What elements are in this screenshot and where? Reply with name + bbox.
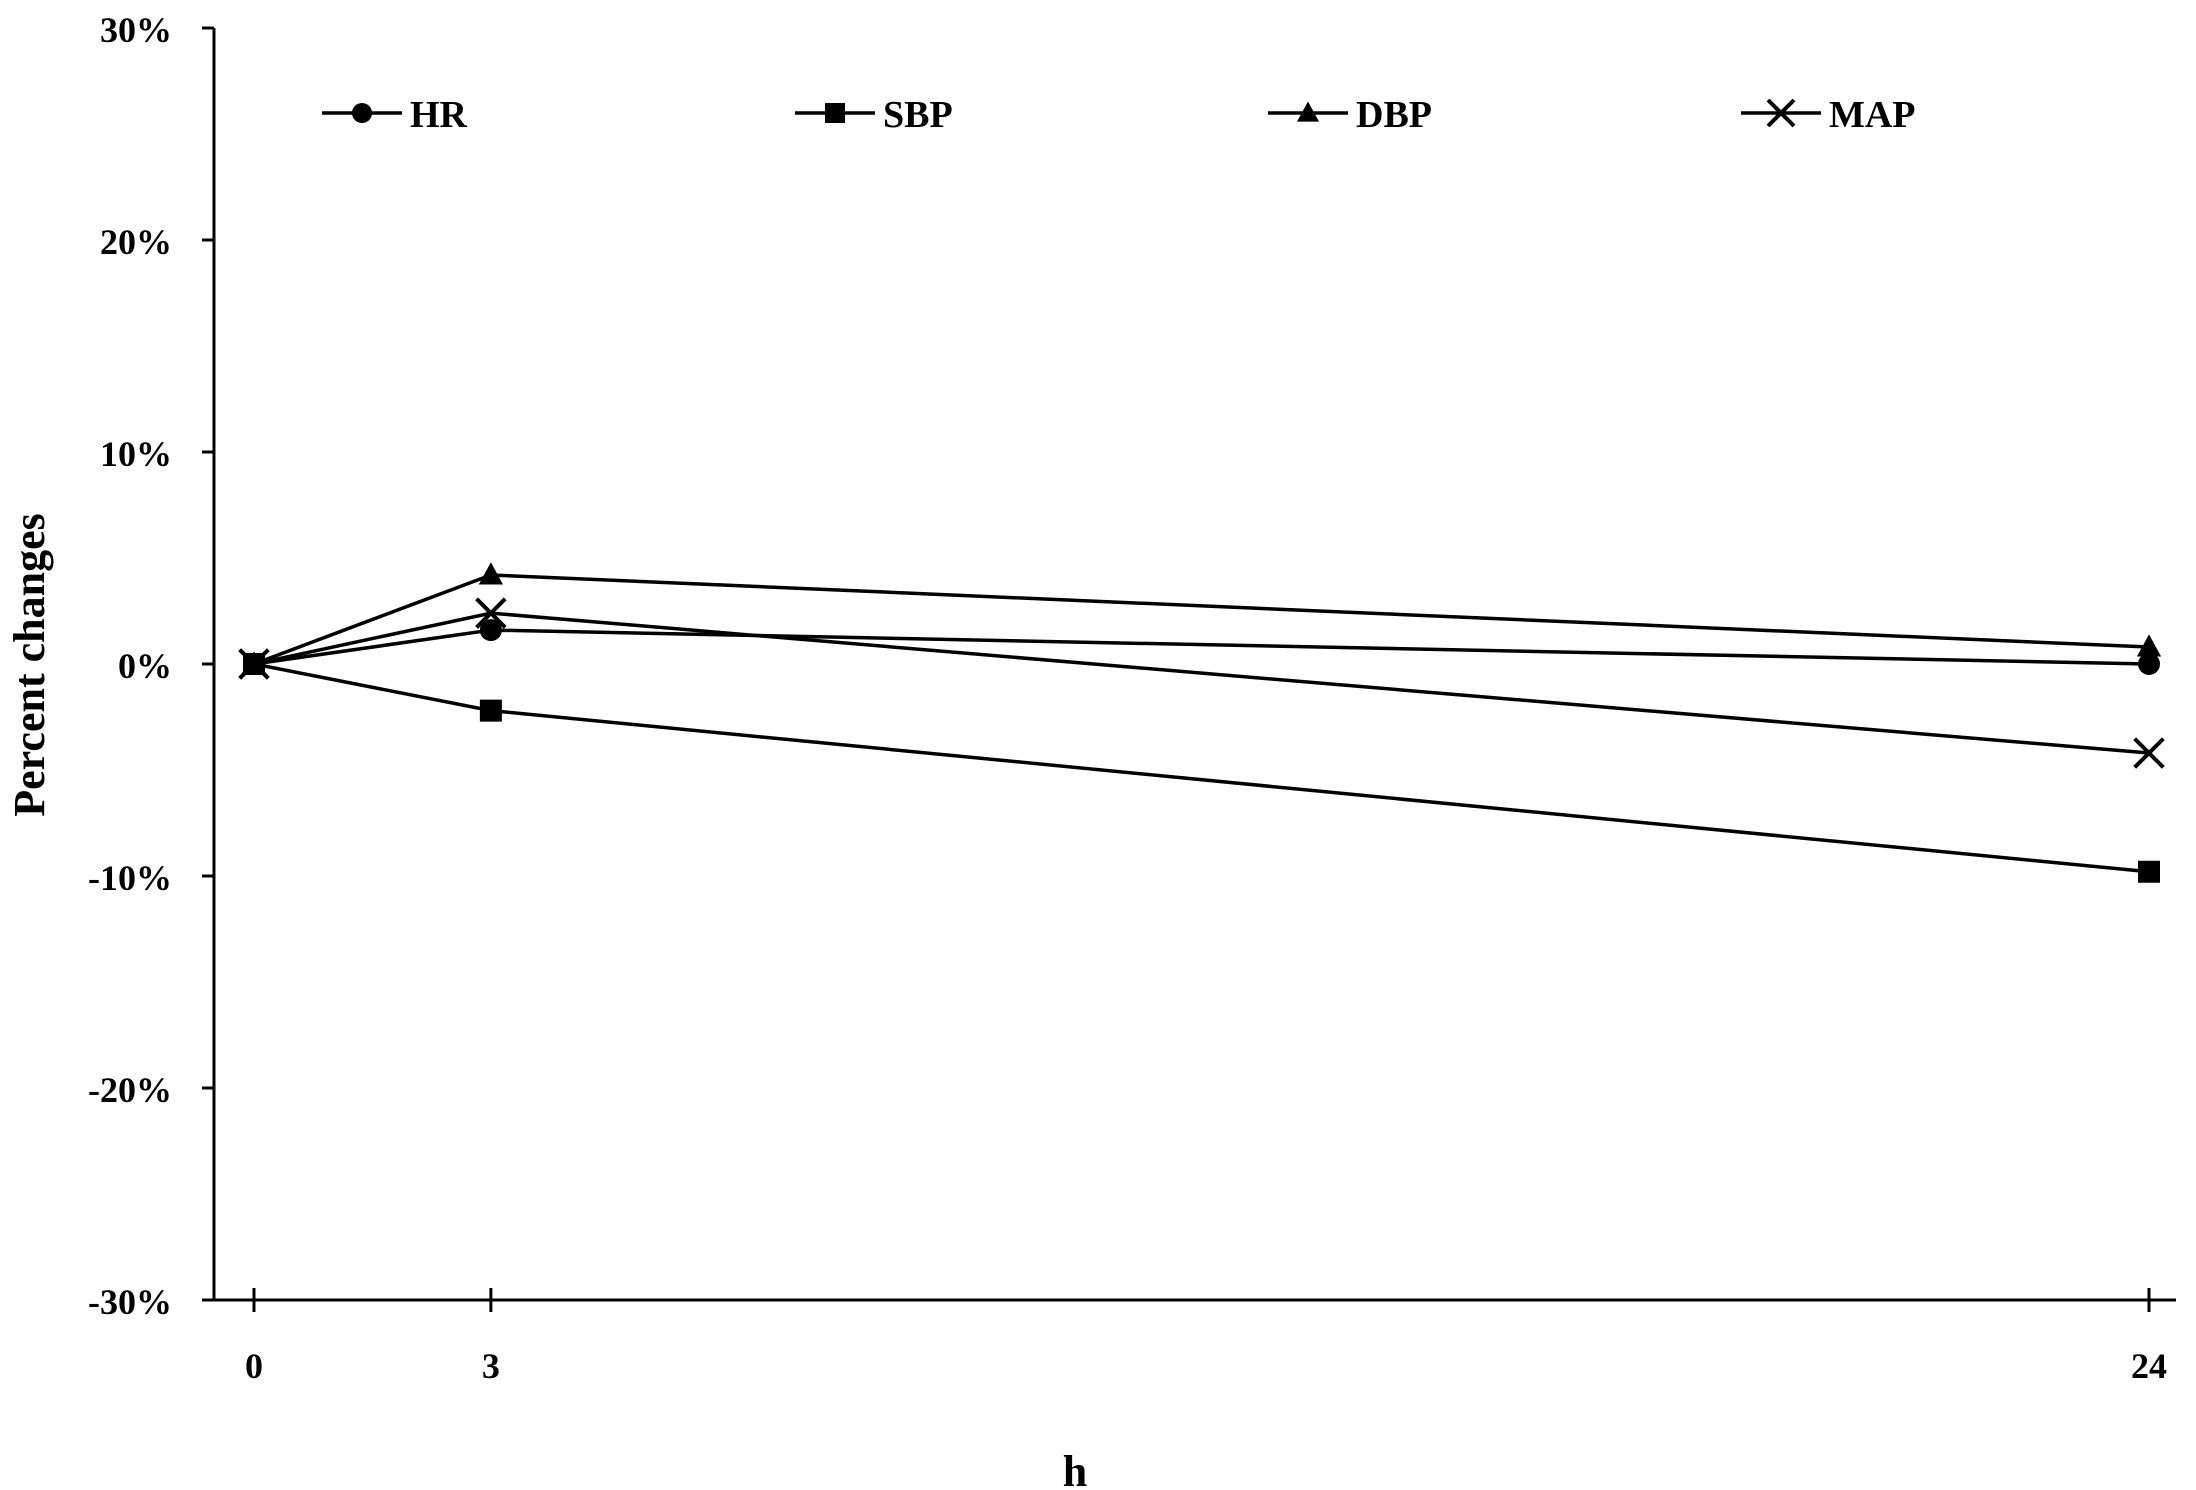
series-line-dbp	[253, 573, 2150, 666]
series-line-sbp	[253, 662, 2150, 874]
data-point-sbp	[2138, 860, 2160, 883]
data-point-hr	[2138, 653, 2160, 675]
data-point-map-stroke	[475, 597, 507, 629]
data-point-dbp	[478, 562, 503, 585]
y-tick-label: 30%	[100, 10, 172, 50]
legend-label-dbp: DBP	[1356, 94, 1432, 136]
data-point-map-stroke	[238, 648, 270, 680]
series-lines	[253, 573, 2150, 874]
x-tick-label: 3	[482, 1346, 500, 1386]
data-point-map-stroke	[2133, 737, 2165, 769]
data-point-map	[475, 597, 507, 629]
legend-marker-dbp	[1297, 101, 1319, 122]
axes	[212, 28, 2176, 1302]
data-point-map	[238, 648, 270, 680]
legend-item-sbp: SBP	[795, 94, 953, 136]
legend-marker-map-stroke	[1766, 98, 1796, 128]
legend-item-hr: HR	[322, 94, 468, 136]
data-point-sbp	[479, 699, 502, 722]
y-tick-label: 10%	[100, 434, 172, 474]
legend: HR SBP DBP MAP	[322, 94, 1916, 136]
y-tick-label: -30%	[88, 1282, 172, 1322]
y-axis-ticks: 30% 20% 10% 0% -10% -20% -30%	[88, 10, 214, 1322]
legend-item-map: MAP	[1741, 94, 1916, 136]
legend-marker-sbp	[825, 103, 845, 123]
legend-label-map: MAP	[1829, 94, 1916, 136]
y-tick-label: 0%	[118, 646, 172, 686]
legend-marker-hr	[352, 103, 372, 123]
y-tick-label: 20%	[100, 222, 172, 262]
y-tick-label: -20%	[88, 1070, 172, 1110]
x-axis-ticks: 0 3 24	[245, 1288, 2167, 1386]
series-markers	[238, 562, 2165, 883]
data-point-hr	[479, 619, 502, 642]
x-tick-label: 24	[2131, 1346, 2167, 1386]
legend-label-sbp: SBP	[883, 94, 953, 136]
legend-label-hr: HR	[410, 94, 468, 136]
legend-marker-map	[1766, 98, 1796, 128]
x-tick-label: 0	[245, 1346, 263, 1386]
data-point-dbp	[2136, 634, 2162, 657]
y-tick-label: -10%	[88, 858, 172, 898]
data-point-map	[2133, 737, 2165, 769]
legend-item-dbp: DBP	[1268, 94, 1432, 136]
x-axis-title: h	[1063, 1447, 1087, 1490]
y-axis-title: Percent changes	[5, 513, 54, 816]
